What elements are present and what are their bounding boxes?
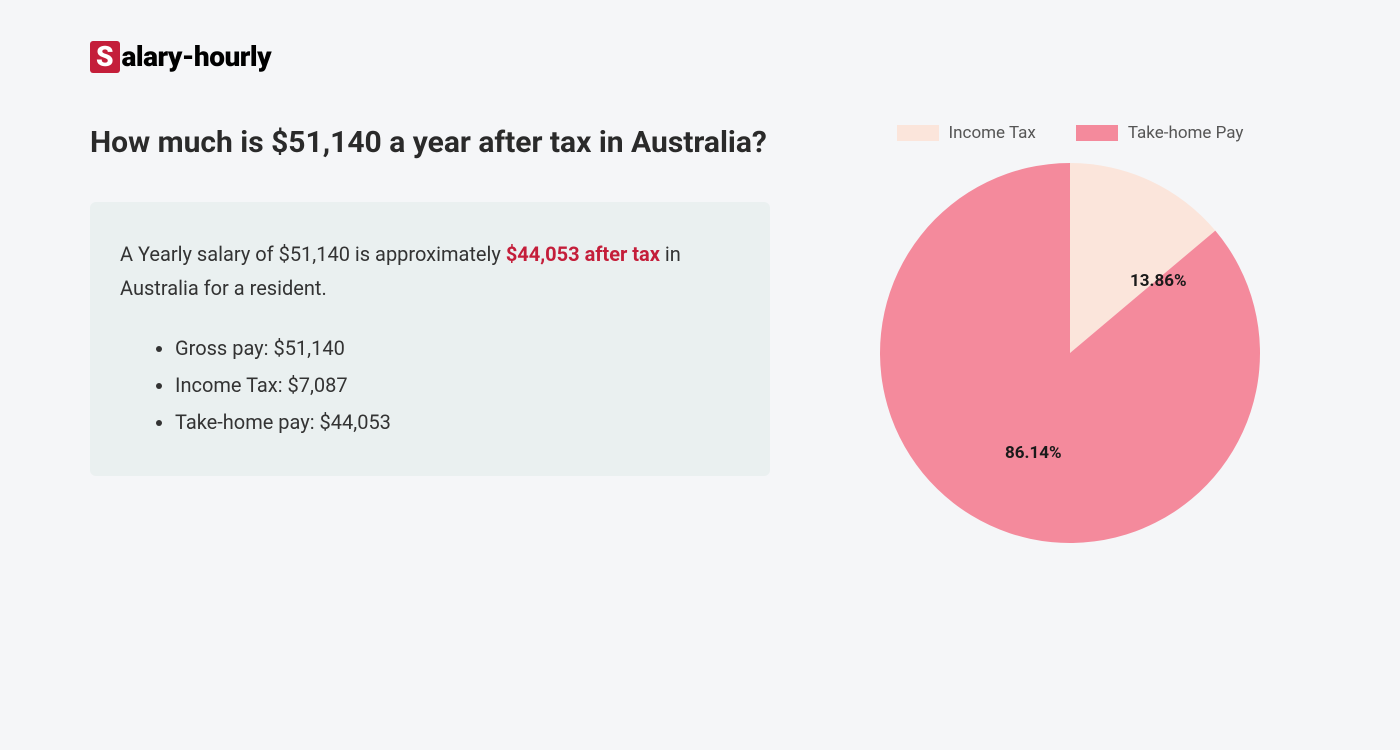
legend-item-take-home: Take-home Pay — [1076, 123, 1244, 143]
logo-text: alary-hourly — [122, 40, 272, 73]
pie-chart: 13.86% 86.14% — [880, 163, 1260, 543]
slice-label-take-home: 86.14% — [1005, 443, 1062, 463]
summary-prefix: A Yearly salary of $51,140 is approximat… — [120, 242, 506, 266]
legend-label: Take-home Pay — [1128, 123, 1244, 143]
list-item: Take-home pay: $44,053 — [175, 404, 740, 441]
page-title: How much is $51,140 a year after tax in … — [90, 123, 770, 162]
list-item: Income Tax: $7,087 — [175, 367, 740, 404]
chart-legend: Income Tax Take-home Pay — [850, 123, 1290, 143]
legend-item-income-tax: Income Tax — [897, 123, 1036, 143]
legend-swatch — [1076, 125, 1118, 141]
legend-swatch — [897, 125, 939, 141]
summary-text: A Yearly salary of $51,140 is approximat… — [120, 237, 740, 305]
slice-label-income-tax: 13.86% — [1130, 271, 1187, 291]
legend-label: Income Tax — [949, 123, 1036, 143]
logo-badge: S — [90, 41, 120, 73]
site-logo: S alary-hourly — [90, 40, 1310, 73]
summary-highlight: $44,053 after tax — [506, 242, 660, 266]
bullet-list: Gross pay: $51,140 Income Tax: $7,087 Ta… — [120, 330, 740, 441]
summary-box: A Yearly salary of $51,140 is approximat… — [90, 202, 770, 476]
list-item: Gross pay: $51,140 — [175, 330, 740, 367]
